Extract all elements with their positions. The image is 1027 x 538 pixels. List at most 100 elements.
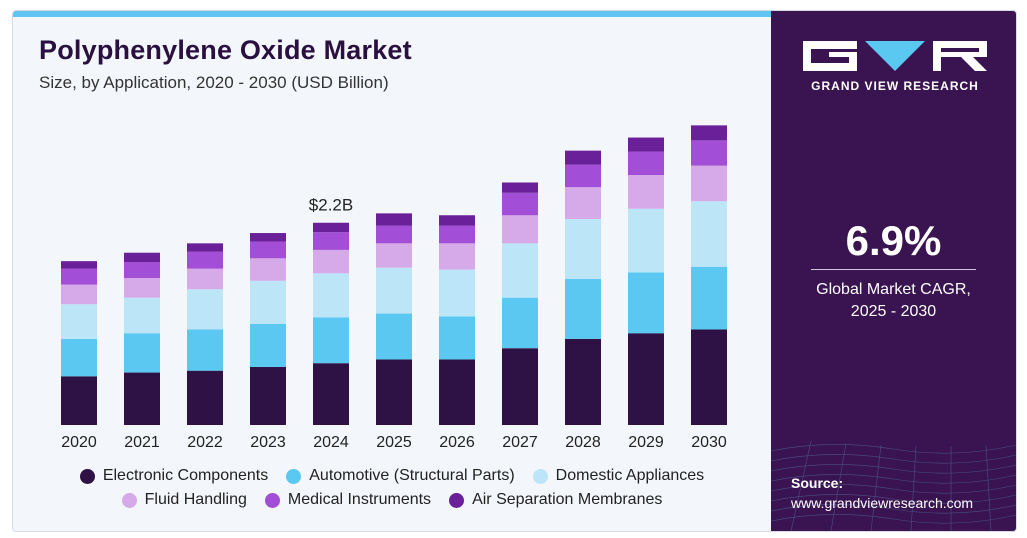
- chart-title: Polyphenylene Oxide Market: [39, 35, 412, 65]
- bar-segment-2027-5: [502, 182, 538, 193]
- bar-segment-2029-1: [628, 272, 664, 334]
- bar-segment-2022-3: [187, 268, 223, 290]
- x-tick-label: 2023: [250, 434, 286, 451]
- bar-segment-2029-0: [628, 333, 664, 425]
- cagr-value: 6.9%: [845, 217, 942, 264]
- infographic-card: Polyphenylene Oxide Market Size, by Appl…: [12, 10, 1017, 532]
- bar-segment-2024-3: [313, 249, 349, 274]
- legend-swatch: [449, 492, 465, 508]
- legend-swatch: [79, 468, 95, 484]
- legend-label: Fluid Handling: [144, 491, 247, 508]
- bar-segment-2020-5: [61, 261, 97, 269]
- bar-segment-2030-3: [691, 165, 727, 202]
- source-label: Source:: [791, 475, 844, 491]
- legend-row-1: Electronic Components Automotive (Struct…: [13, 467, 771, 485]
- x-tick-label: 2020: [61, 434, 97, 451]
- legend-label: Air Separation Membranes: [472, 491, 663, 508]
- x-tick-label: 2021: [124, 434, 160, 451]
- bar-segment-2020-1: [61, 338, 97, 377]
- legend-swatch: [264, 492, 280, 508]
- bar-segment-2025-4: [376, 225, 412, 244]
- bar-segment-2025-3: [376, 243, 412, 268]
- cagr-label: Global Market CAGR, 2025 - 2030: [771, 279, 1016, 323]
- bar-segment-2023-2: [250, 280, 286, 324]
- bar-segment-2021-5: [124, 252, 160, 263]
- bar-segment-2024-2: [313, 273, 349, 318]
- bar-segment-2024-5: [313, 222, 349, 233]
- bar-segment-2025-1: [376, 313, 412, 360]
- bar-segment-2024-1: [313, 317, 349, 364]
- bar-segment-2028-5: [565, 150, 601, 165]
- legend-label: Electronic Components: [102, 467, 269, 484]
- x-tick-label: 2026: [439, 434, 475, 451]
- legend-item-electronic-components: Electronic Components: [79, 467, 269, 485]
- bar-segment-2029-5: [628, 137, 664, 152]
- legend-swatch: [121, 492, 137, 508]
- bar-segment-2026-4: [439, 225, 475, 244]
- legend-label: Medical Instruments: [287, 491, 432, 508]
- bar-segment-2029-3: [628, 174, 664, 209]
- bar-segment-2028-0: [565, 338, 601, 425]
- brand-name: GRAND VIEW RESEARCH: [811, 79, 979, 93]
- bar-segment-2022-0: [187, 370, 223, 425]
- bar-segment-2023-3: [250, 258, 286, 281]
- legend-label: Domestic Appliances: [555, 467, 705, 484]
- bar-segment-2026-3: [439, 243, 475, 270]
- cagr-label-line2: 2025 - 2030: [850, 303, 937, 320]
- x-tick-label: 2027: [502, 434, 538, 451]
- bar-segment-2027-1: [502, 297, 538, 349]
- sidebar-panel: GRAND VIEW RESEARCH 6.9% Global Market C…: [771, 11, 1016, 531]
- divider: [811, 269, 976, 270]
- x-tick-label: 2022: [187, 434, 223, 451]
- legend-row-2: Fluid Handling Medical Instruments Air S…: [13, 491, 771, 509]
- bar-segment-2023-5: [250, 233, 286, 242]
- bar-segment-2021-2: [124, 297, 160, 334]
- bar-segment-2023-1: [250, 323, 286, 367]
- bar-segment-2028-3: [565, 187, 601, 219]
- bar-segment-2030-4: [691, 140, 727, 166]
- bar-segment-2023-0: [250, 366, 286, 425]
- bar-segment-2022-5: [187, 243, 223, 252]
- bar-segment-2030-5: [691, 125, 727, 141]
- bar-segment-2027-4: [502, 192, 538, 216]
- x-tick-label: 2030: [691, 434, 727, 451]
- legend-item-air-separation-membranes: Air Separation Membranes: [449, 491, 662, 509]
- bar-segment-2025-5: [376, 213, 412, 226]
- bar-segment-2020-0: [61, 376, 97, 425]
- bar-segment-2021-3: [124, 277, 160, 298]
- x-tick-label: 2025: [376, 434, 412, 451]
- legend-item-fluid-handling: Fluid Handling: [121, 491, 247, 509]
- bar-segment-2020-3: [61, 284, 97, 305]
- legend-label: Automotive (Structural Parts): [309, 467, 515, 484]
- bar-segment-2029-2: [628, 208, 664, 273]
- accent-bar: [13, 11, 771, 17]
- bar-segment-2022-2: [187, 289, 223, 330]
- bar-segment-2027-2: [502, 243, 538, 298]
- bar-segment-2021-1: [124, 333, 160, 373]
- bar-segment-2025-0: [376, 359, 412, 425]
- bar-segment-2021-4: [124, 262, 160, 278]
- legend-item-medical-instruments: Medical Instruments: [264, 491, 432, 509]
- bar-segment-2025-2: [376, 267, 412, 314]
- chart-subtitle: Size, by Application, 2020 - 2030 (USD B…: [39, 73, 389, 92]
- bar-segment-2020-4: [61, 268, 97, 285]
- bar-segment-2029-4: [628, 151, 664, 175]
- x-tick-label: 2029: [628, 434, 664, 451]
- bar-segment-2023-4: [250, 241, 286, 259]
- x-tick-label: 2024: [313, 434, 349, 451]
- legend-item-domestic-appliances: Domestic Appliances: [532, 467, 705, 485]
- bar-segment-2022-1: [187, 329, 223, 371]
- bar-segment-2030-0: [691, 329, 727, 425]
- source-url[interactable]: www.grandviewresearch.com: [791, 495, 974, 511]
- bar-segment-2026-2: [439, 269, 475, 317]
- bar-segment-2026-0: [439, 359, 475, 425]
- bar-segment-2030-1: [691, 266, 727, 330]
- chart-legend: Electronic Components Automotive (Struct…: [13, 467, 771, 515]
- bar-segment-2027-0: [502, 348, 538, 425]
- cagr-label-line1: Global Market CAGR,: [816, 281, 971, 298]
- bar-segment-2028-4: [565, 164, 601, 188]
- legend-swatch: [286, 468, 302, 484]
- data-label-annotation: $2.2B: [309, 196, 353, 215]
- decorative-grid-wave: [771, 440, 1016, 531]
- x-tick-label: 2028: [565, 434, 601, 451]
